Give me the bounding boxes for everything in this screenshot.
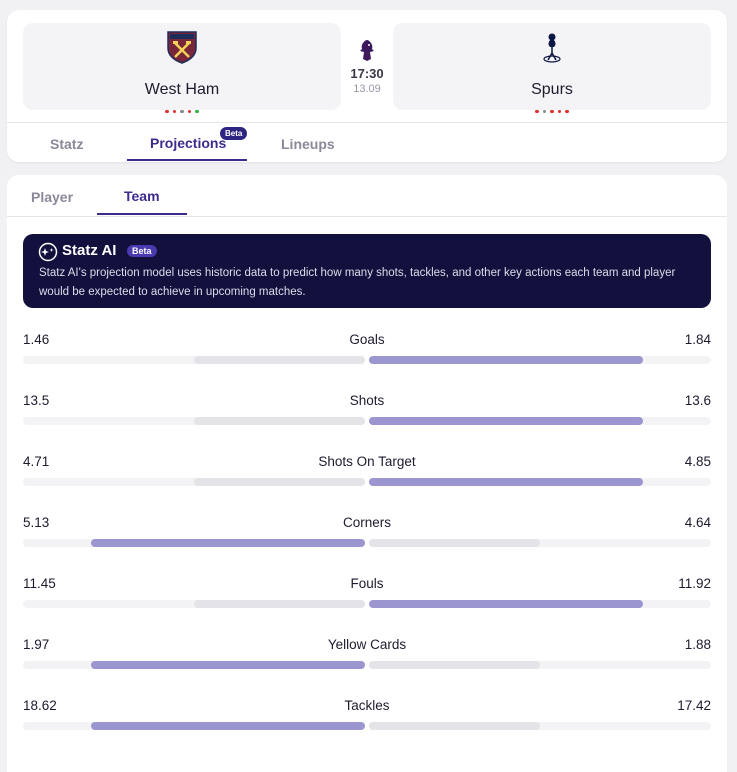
stat-home-value: 1.97 <box>23 637 50 652</box>
sub-tab-team[interactable]: Team <box>124 188 160 204</box>
stat-away-value: 17.42 <box>677 698 711 713</box>
stat-row: 1.46 Goals 1.84 <box>23 332 711 376</box>
stat-home-value: 13.5 <box>23 393 50 408</box>
away-form-dots <box>393 107 711 113</box>
away-bar-fill <box>369 478 643 486</box>
home-bar-track <box>23 722 365 730</box>
form-dot <box>165 109 169 113</box>
tab-lineups[interactable]: Lineups <box>281 136 335 152</box>
projections-card: Player Team Statz AI Beta Statz AI's pro… <box>7 175 727 772</box>
stat-home-value: 1.46 <box>23 332 50 347</box>
home-bar-fill <box>194 356 365 364</box>
stat-label: Shots On Target <box>318 454 416 469</box>
home-bar-fill <box>91 539 365 547</box>
stat-row: 11.45 Fouls 11.92 <box>23 576 711 620</box>
statz-ai-icon <box>38 242 58 262</box>
spurs-crest-icon <box>543 33 561 63</box>
home-bar-track <box>23 417 365 425</box>
away-bar-fill <box>369 539 540 547</box>
stat-label: Yellow Cards <box>327 637 407 652</box>
away-bar-fill <box>369 661 540 669</box>
away-bar-fill <box>369 417 643 425</box>
stat-away-value: 13.6 <box>684 393 711 408</box>
header-divider <box>7 122 727 123</box>
away-bar-fill <box>369 600 643 608</box>
home-bar-track <box>23 539 365 547</box>
west-ham-crest-icon <box>167 31 197 64</box>
home-bar-track <box>23 661 365 669</box>
home-bar-track <box>23 356 365 364</box>
form-dot <box>535 109 539 113</box>
stat-label: Corners <box>342 515 391 530</box>
stat-home-value: 5.13 <box>23 515 50 530</box>
statz-ai-banner: Statz AI Beta Statz AI's projection mode… <box>23 234 711 308</box>
away-bar-track <box>369 661 711 669</box>
form-dot <box>187 109 192 113</box>
form-dot <box>565 109 569 113</box>
stat-row: 1.97 Yellow Cards 1.88 <box>23 637 711 681</box>
stat-home-value: 4.71 <box>23 454 50 469</box>
match-header-card: West Ham 17:30 13.09 Spurs Statz Project… <box>7 10 727 162</box>
away-bar-track <box>369 600 711 608</box>
form-dot <box>550 109 554 113</box>
tab-statz[interactable]: Statz <box>50 136 84 152</box>
form-dot <box>172 109 177 113</box>
stat-row: 18.62 Tackles 17.42 <box>23 698 711 742</box>
projections-beta-badge: Beta <box>220 127 248 140</box>
stat-away-value: 4.64 <box>684 515 711 530</box>
form-dot <box>180 109 184 113</box>
away-bar-track <box>369 722 711 730</box>
home-bar-fill <box>91 661 365 669</box>
stat-label: Goals <box>349 332 385 347</box>
tab-projections[interactable]: Projections <box>150 135 227 151</box>
away-bar-track <box>369 539 711 547</box>
stat-away-value: 1.88 <box>684 637 711 652</box>
home-bar-fill <box>91 722 365 730</box>
active-tab-indicator <box>127 159 247 161</box>
match-info: 17:30 13.09 <box>342 37 392 95</box>
away-bar-track <box>369 356 711 364</box>
stat-label: Fouls <box>350 576 384 591</box>
stat-row: 13.5 Shots 13.6 <box>23 393 711 437</box>
home-bar-track <box>23 478 365 486</box>
home-bar-track <box>23 600 365 608</box>
stat-label: Tackles <box>344 698 390 713</box>
active-sub-tab-indicator <box>97 213 187 215</box>
stat-row: 5.13 Corners 4.64 <box>23 515 711 559</box>
home-bar-fill <box>194 417 365 425</box>
home-form-dots <box>23 107 341 113</box>
away-bar-fill <box>369 356 643 364</box>
stat-home-value: 11.45 <box>23 576 56 591</box>
away-team-box[interactable]: Spurs <box>393 23 711 113</box>
statz-ai-beta-badge: Beta <box>127 245 157 257</box>
stat-away-value: 4.85 <box>684 454 711 469</box>
sub-tab-player[interactable]: Player <box>31 189 74 205</box>
form-dot <box>542 109 547 113</box>
kickoff-date: 13.09 <box>353 83 381 95</box>
home-bar-fill <box>194 478 365 486</box>
home-team-box[interactable]: West Ham <box>23 23 341 113</box>
statz-ai-description: Statz AI's projection model uses histori… <box>39 267 676 298</box>
home-team-name: West Ham <box>144 81 220 98</box>
stat-label: Shots <box>349 393 385 408</box>
stat-row: 4.71 Shots On Target 4.85 <box>23 454 711 498</box>
sub-tab-divider <box>7 216 727 217</box>
away-team-name: Spurs <box>531 81 573 98</box>
form-dot <box>557 109 562 113</box>
premier-league-lion-icon <box>360 40 374 61</box>
form-dot <box>195 109 199 113</box>
home-bar-fill <box>194 600 365 608</box>
away-bar-track <box>369 478 711 486</box>
statz-ai-title: Statz AI <box>62 242 117 259</box>
stat-home-value: 18.62 <box>23 698 57 713</box>
away-bar-track <box>369 417 711 425</box>
away-bar-fill <box>369 722 540 730</box>
stat-away-value: 11.92 <box>678 576 711 591</box>
stat-away-value: 1.84 <box>684 332 711 347</box>
kickoff-time: 17:30 <box>350 66 384 81</box>
